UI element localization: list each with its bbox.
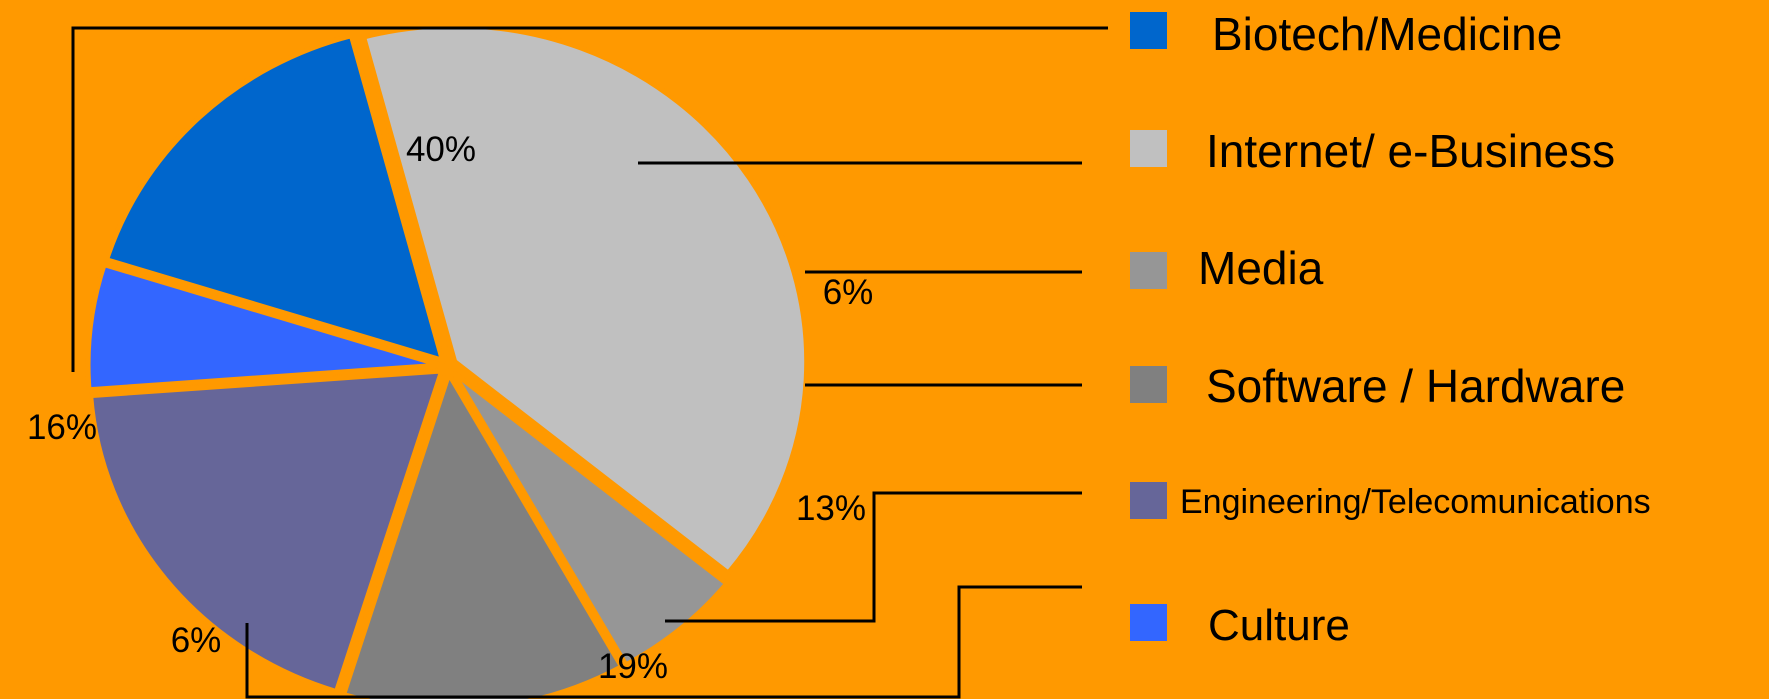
legend: Biotech/Medicine Internet/ e-Business Medi… xyxy=(1130,8,1651,650)
legend-item-media: Media xyxy=(1130,242,1324,294)
pct-label-biotech-medicine: 16% xyxy=(27,408,97,447)
legend-swatch-engineering-telecomunications xyxy=(1130,482,1167,519)
legend-label-internet-e-business: Internet/ e-Business xyxy=(1206,125,1615,177)
pct-label-engineering-telecomunications: 19% xyxy=(598,647,668,686)
pie-slice-culture xyxy=(85,261,441,393)
legend-item-engineering-telecomunications: Engineering/Telecomunications xyxy=(1130,482,1651,521)
leader-line-culture xyxy=(245,585,1082,699)
legend-label-engineering-telecomunications: Engineering/Telecomunications xyxy=(1180,483,1651,521)
legend-item-internet-e-business: Internet/ e-Business xyxy=(1130,125,1615,177)
legend-item-software-hardware: Software / Hardware xyxy=(1130,360,1625,412)
legend-item-biotech-medicine: Biotech/Medicine xyxy=(1130,8,1562,60)
legend-swatch-internet-e-business xyxy=(1130,130,1167,167)
legend-swatch-culture xyxy=(1130,604,1167,641)
legend-label-software-hardware: Software / Hardware xyxy=(1206,360,1625,412)
leader-line-engineering-telecomunications xyxy=(665,491,1082,623)
pct-label-culture: 6% xyxy=(171,621,222,660)
pct-label-software-hardware: 13% xyxy=(796,489,866,528)
pct-label-media: 6% xyxy=(823,273,874,312)
pie-slice-engineering-telecomunications xyxy=(87,368,446,695)
pie-slices xyxy=(85,23,810,699)
leader-lines xyxy=(71,26,1108,699)
pie-slice-biotech-medicine xyxy=(103,32,447,364)
leader-line-biotech-medicine xyxy=(71,26,1108,372)
pct-label-internet-e-business: 40% xyxy=(406,130,476,169)
legend-swatch-biotech-medicine xyxy=(1130,12,1167,49)
legend-swatch-software-hardware xyxy=(1130,366,1167,403)
legend-label-culture: Culture xyxy=(1208,601,1350,650)
percentage-labels: 40% 6% 13% 19% 6% 16% xyxy=(27,130,873,686)
pie-slice-software-hardware xyxy=(340,367,626,699)
legend-item-culture: Culture xyxy=(1130,601,1350,650)
pie-slice-media xyxy=(451,370,731,669)
legend-swatch-media xyxy=(1130,252,1167,289)
legend-label-media: Media xyxy=(1198,242,1324,294)
legend-label-biotech-medicine: Biotech/Medicine xyxy=(1212,8,1562,60)
